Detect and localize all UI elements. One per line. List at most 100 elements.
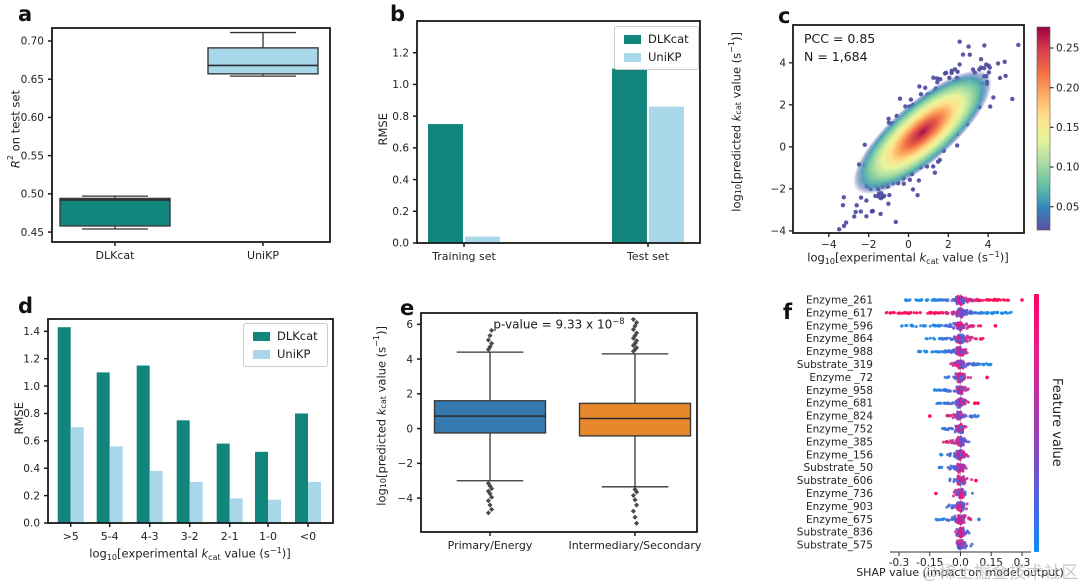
svg-text:0.0: 0.0 — [952, 557, 969, 569]
svg-text:5-4: 5-4 — [101, 530, 119, 543]
panel-b-legend: DLKcat UniKP — [614, 26, 699, 70]
svg-text:Enzyme_261: Enzyme_261 — [806, 295, 873, 307]
svg-text:−4: −4 — [771, 226, 787, 238]
legend-swatch-dlkcat — [624, 34, 641, 44]
svg-text:Enzyme_752: Enzyme_752 — [806, 424, 873, 436]
shap-row-Enzyme_261: Enzyme_261 — [806, 295, 1024, 307]
svg-text:Enzyme _72: Enzyme _72 — [809, 372, 873, 384]
n-value: N = 1,684 — [804, 48, 868, 64]
svg-text:4: 4 — [779, 58, 786, 70]
svg-text:0.4: 0.4 — [23, 463, 40, 475]
svg-text:0.8: 0.8 — [23, 408, 40, 420]
shap-row-Enzyme_156: Enzyme_156 — [806, 449, 970, 461]
svg-text:0.20: 0.20 — [1056, 82, 1079, 94]
panel-label-b: b — [390, 2, 406, 26]
svg-text:−4: −4 — [821, 239, 837, 251]
svg-text:0.70: 0.70 — [21, 36, 44, 48]
svg-text:−4: −4 — [398, 493, 414, 505]
panel-label-f: f — [783, 300, 793, 324]
shap-row-Enzyme_385: Enzyme_385 — [806, 435, 971, 448]
p-value-annotation: p-value = 9.33 x 10−8 — [493, 316, 625, 332]
panel-c-plot: −4 −2 0 2 4 −4 −2 0 2 4 0.05 0.10 0.15 0.20 0.25 — [771, 24, 1079, 251]
panel-c: c −4 −2 0 2 4 −4 −2 0 2 4 0.05 0.10 0.15 0.20 0.25 PCC… — [720, 0, 1080, 290]
boxplot-UniKP — [207, 31, 319, 77]
feature-value-colorbar — [1034, 294, 1039, 552]
svg-text:Substrate_319: Substrate_319 — [797, 359, 873, 371]
bars-UniKP — [465, 106, 684, 243]
legend-swatch-dlkcat — [253, 331, 270, 341]
shap-row-Substrate_319: Substrate_319 — [797, 359, 993, 371]
panel-c-ylabel: log10[predicted kcat value (s−1)] — [727, 32, 744, 212]
panel-d-legend: DLKcat UniKP — [243, 323, 328, 367]
svg-text:−2: −2 — [771, 184, 786, 196]
bars-UniKP — [70, 427, 321, 523]
pcc-value: PCC = 0.85 — [804, 31, 876, 46]
svg-text:4: 4 — [406, 354, 413, 366]
svg-text:Enzyme_864: Enzyme_864 — [806, 333, 873, 345]
svg-text:1.2: 1.2 — [392, 47, 409, 59]
shap-row-Enzyme_617: Enzyme_617 — [806, 307, 1013, 319]
colorbar — [1036, 26, 1051, 231]
panel-a-plot: 0.45 0.50 0.55 0.60 0.65 0.70 DLKcat UniKP — [21, 27, 331, 262]
svg-text:Test set: Test set — [626, 250, 670, 263]
svg-text:Enzyme_385: Enzyme_385 — [806, 436, 873, 448]
feature-value-colorbar-label: Feature value — [1049, 378, 1064, 467]
density-scatter-points — [837, 39, 1021, 232]
svg-text:Enzyme_824: Enzyme_824 — [806, 411, 873, 423]
shap-row-Enzyme_752: Enzyme_752 — [806, 422, 968, 436]
svg-text:6: 6 — [406, 319, 413, 331]
legend-swatch-unikp — [624, 52, 641, 62]
boxplot-DLKcat — [59, 195, 171, 230]
svg-text:Substrate_575: Substrate_575 — [797, 540, 873, 552]
panel-label-d: d — [18, 294, 34, 318]
panel-f: f Enzyme_261 Enzyme_617 Enzyme_596 Enzyme_8… — [720, 290, 1080, 586]
svg-text:Enzyme_903: Enzyme_903 — [806, 501, 873, 513]
legend-label-dlkcat: DLKcat — [277, 329, 318, 343]
svg-text:Enzyme_736: Enzyme_736 — [806, 488, 873, 500]
panel-label-e: e — [400, 296, 415, 320]
svg-text:Enzyme_596: Enzyme_596 — [806, 320, 873, 332]
svg-text:-0.15: -0.15 — [916, 557, 943, 569]
svg-text:4-3: 4-3 — [141, 530, 159, 543]
svg-text:0: 0 — [779, 142, 786, 154]
svg-text:0.2: 0.2 — [392, 206, 409, 218]
panel-d: d 0.0 0.2 0.4 0.6 0.8 1.0 1.2 1.4 >5 5-4 4-3 3-2 2-1… — [0, 290, 360, 586]
svg-text:1.2: 1.2 — [23, 353, 40, 365]
panel-f-plot: Enzyme_261Enzyme_617Enzyme_596Enzyme_864… — [797, 294, 1039, 569]
svg-text:0.4: 0.4 — [392, 174, 409, 186]
svg-text:<0: <0 — [300, 530, 316, 543]
shap-row-Enzyme_824: Enzyme_824 — [806, 410, 980, 423]
svg-text:Enzyme_988: Enzyme_988 — [806, 346, 873, 358]
svg-text:2-1: 2-1 — [221, 530, 239, 543]
panel-c-annotation: PCC = 0.85 N = 1,684 — [804, 30, 875, 65]
shap-row-Substrate_836: Substrate_836 — [797, 526, 971, 539]
shap-row-Enzyme_675: Enzyme_675 — [806, 514, 981, 526]
svg-text:0.05: 0.05 — [1056, 201, 1079, 213]
shap-row-Substrate_50: Substrate_50 — [803, 462, 968, 474]
shap-row-Enzyme_72: Enzyme _72 — [809, 372, 989, 384]
panel-e-plot: −4 −2 0 2 4 6 Primary/Energy Intermediary/Secon… — [398, 312, 702, 552]
svg-text:0.25: 0.25 — [1056, 43, 1079, 55]
panel-d-xlabel: log10[experimental kcat value (s−1)] — [89, 546, 291, 562]
panel-a: a 0.45 0.50 0.55 0.60 0.65 0.70 DLKcat UniKP R2… — [0, 0, 360, 290]
svg-text:0.6: 0.6 — [392, 143, 409, 155]
svg-text:4: 4 — [985, 239, 992, 251]
svg-text:Enzyme_675: Enzyme_675 — [806, 514, 873, 526]
svg-text:0.0: 0.0 — [23, 518, 40, 530]
legend-label-unikp: UniKP — [277, 347, 311, 361]
density-blob — [853, 70, 992, 195]
panel-b-plot: 0.0 0.2 0.4 0.6 0.8 1.0 1.2 Training set Test se… — [392, 20, 701, 263]
watermark: @稀土掘金技术社区 — [921, 563, 1079, 583]
svg-text:0.45: 0.45 — [21, 227, 44, 239]
svg-text:0.15: 0.15 — [980, 557, 1003, 569]
svg-text:0.55: 0.55 — [21, 150, 44, 162]
svg-text:>5: >5 — [63, 530, 79, 543]
shap-row-Substrate_575: Substrate_575 — [797, 538, 974, 552]
shap-row-Enzyme_681: Enzyme_681 — [806, 397, 980, 410]
shap-row-Enzyme_958: Enzyme_958 — [806, 385, 970, 397]
svg-text:0: 0 — [406, 423, 413, 435]
legend-swatch-unikp — [253, 349, 270, 359]
svg-text:Substrate_50: Substrate_50 — [803, 462, 873, 474]
panel-label-c: c — [778, 4, 791, 28]
svg-text:2: 2 — [945, 239, 952, 251]
